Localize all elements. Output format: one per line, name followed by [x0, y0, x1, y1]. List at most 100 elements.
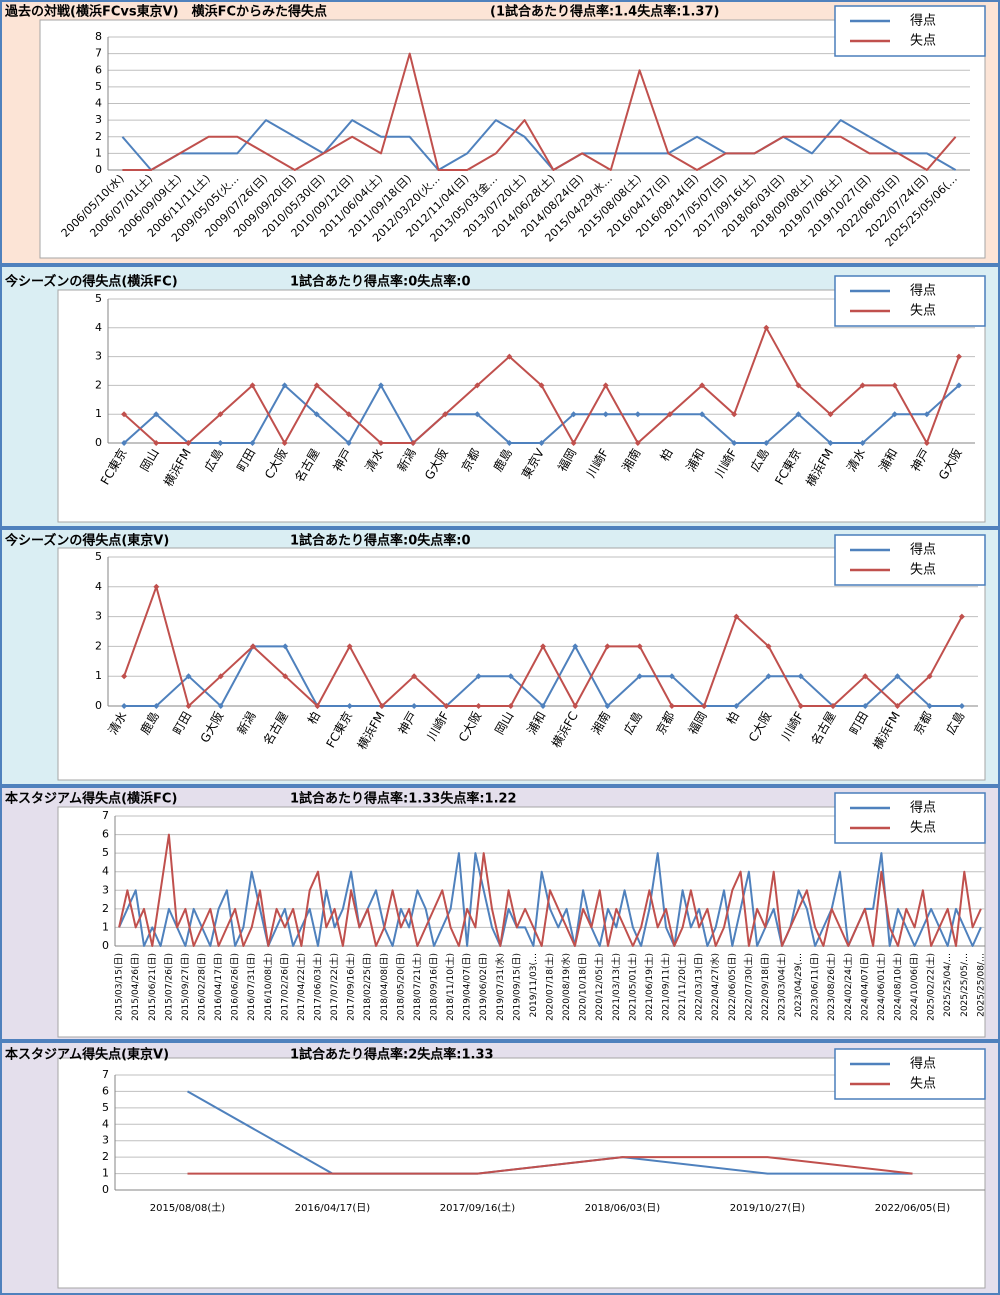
y-tick-label: 6 — [102, 1084, 109, 1097]
point — [507, 673, 514, 680]
x-tick-label: 2016/04/17(日) — [213, 953, 224, 1021]
x-tick-label: 2016/04/17(日) — [295, 1203, 371, 1214]
x-tick-label: 2021/06/19(土) — [643, 953, 655, 1021]
x-tick-label: 2016/07/31(日) — [246, 953, 257, 1021]
point — [443, 703, 450, 709]
x-tick-label: 2017/02/26(日) — [279, 953, 290, 1021]
point — [475, 703, 482, 709]
point — [862, 703, 869, 709]
point — [507, 703, 514, 709]
point — [281, 382, 288, 389]
x-tick-label: 2021/09/11(土) — [660, 953, 672, 1021]
point — [891, 382, 898, 389]
series-line — [187, 1156, 913, 1175]
x-tick-label: 2024/04/07(日) — [859, 953, 870, 1021]
y-tick-label: 4 — [95, 97, 102, 110]
chart-area — [39, 19, 986, 259]
x-tick-label: 2025/25/08/… — [976, 953, 986, 1017]
x-tick-label: 2023/06/11(日) — [810, 953, 821, 1021]
chart-subtitle: 1試合あたり得点率:0失点率:0 — [290, 274, 471, 290]
x-tick-label: 2021/03/13(土) — [610, 953, 622, 1021]
point — [474, 411, 481, 418]
chart-title: 過去の対戦(横浜FCvs東京V) 横浜FCからみた得失点 — [4, 4, 327, 20]
point — [604, 703, 611, 709]
x-tick-label: 2019/04/07(日) — [462, 953, 473, 1021]
point — [185, 673, 192, 680]
point — [958, 703, 965, 709]
point — [733, 703, 740, 709]
point — [121, 703, 128, 709]
series-line — [118, 852, 982, 947]
point — [217, 440, 224, 446]
x-tick-label: 2016/10/08(土) — [262, 953, 274, 1021]
point — [604, 643, 611, 650]
point — [859, 440, 866, 446]
point — [859, 382, 866, 389]
point — [570, 411, 577, 418]
y-tick-label: 6 — [102, 828, 109, 841]
point — [538, 440, 545, 446]
y-tick-label: 3 — [102, 1134, 109, 1147]
point — [894, 673, 901, 680]
point — [282, 643, 289, 650]
point — [411, 673, 418, 680]
legend-label: 失点 — [910, 563, 936, 578]
point — [602, 382, 609, 389]
point — [410, 440, 417, 446]
x-tick-label: 2015/09/27(日) — [180, 953, 191, 1021]
x-tick-label: 2018/06/03(日) — [585, 1203, 661, 1214]
point — [636, 643, 643, 650]
point — [731, 411, 738, 418]
legend-label: 得点 — [910, 542, 936, 558]
point — [153, 411, 160, 418]
point — [346, 703, 353, 709]
point — [121, 673, 128, 680]
point — [830, 703, 836, 709]
point — [345, 440, 352, 446]
point — [891, 411, 898, 418]
legend-box — [834, 5, 986, 57]
x-tick-label: 2017/07/22(土) — [328, 953, 340, 1021]
y-tick-label: 2 — [102, 1150, 109, 1163]
point — [378, 703, 385, 709]
point — [763, 440, 770, 446]
chart-subtitle: 1試合あたり得点率:2失点率:1.33 — [290, 1047, 494, 1063]
chart-panel: 本スタジアム得失点(東京V) 1試合あたり得点率:2失点率:1.33 0 1 2 3 4 5 6… — [0, 1041, 1000, 1295]
point — [313, 382, 320, 389]
x-tick-label: 2017/06/03(土) — [312, 953, 324, 1021]
chart-subtitle: 1試合あたり得点率:1.33失点率:1.22 — [290, 791, 517, 807]
y-tick-label: 1 — [102, 920, 109, 933]
chart-subtitle: (1試合あたり得点率:1.4失点率:1.37) — [490, 4, 719, 20]
point — [765, 643, 772, 650]
point — [827, 411, 834, 418]
point — [797, 703, 804, 709]
legend-box — [834, 1048, 986, 1100]
y-tick-label: 0 — [95, 699, 102, 712]
point — [217, 673, 224, 680]
y-tick-label: 0 — [102, 939, 109, 952]
x-tick-label: 2016/02/28(日) — [197, 953, 208, 1021]
legend-box — [834, 275, 986, 327]
point — [701, 703, 708, 709]
point — [475, 673, 482, 680]
x-tick-label: 2022/06/05(日) — [875, 1203, 951, 1214]
legend-label: 得点 — [910, 800, 936, 816]
point — [926, 703, 933, 709]
point — [506, 440, 513, 446]
chart-title: 今シーズンの得失点(東京V) — [4, 533, 169, 549]
y-tick-label: 5 — [95, 292, 102, 305]
x-tick-label: 2025/02/22(土) — [925, 953, 937, 1021]
legend-label: 失点 — [910, 34, 936, 49]
y-tick-label: 3 — [95, 350, 102, 363]
legend-box — [834, 792, 986, 844]
x-tick-label: 2024/08/10(土) — [892, 953, 904, 1021]
chart-panel: 本スタジアム得失点(横浜FC) 1試合あたり得点率:1.33失点率:1.22 0 1 2… — [0, 786, 1000, 1041]
x-tick-label: 2022/04/27(水) — [709, 953, 721, 1021]
x-tick-label: 2018/11/10(土) — [444, 953, 456, 1021]
y-tick-label: 8 — [95, 30, 102, 43]
point — [666, 411, 673, 418]
x-tick-label: 2019/10/27(日) — [730, 1203, 806, 1214]
x-tick-label: 2018/09/16(日) — [429, 953, 440, 1021]
y-tick-label: 5 — [102, 1101, 109, 1114]
x-tick-label: 2015/06/21(日) — [147, 953, 158, 1021]
